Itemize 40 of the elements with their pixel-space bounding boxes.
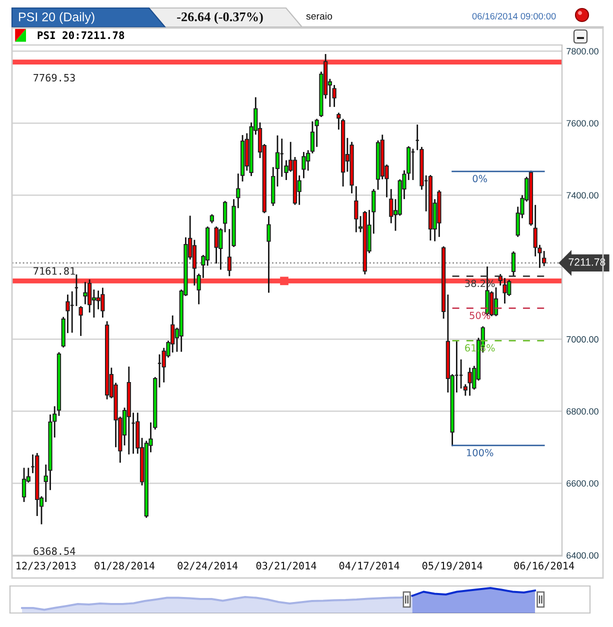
y-tick-label: 6800.00 [566, 408, 598, 415]
candlestick [266, 216, 271, 293]
legend-label: PSI 20:7211.78 [38, 31, 124, 40]
candlestick [222, 200, 228, 232]
y-tick-label: 7800.00 [566, 48, 598, 54]
y-tick-label: 7600.00 [566, 120, 598, 127]
candlestick [468, 368, 472, 396]
series-label: 100% [467, 448, 494, 456]
candlestick [511, 251, 516, 276]
x-tick-label: 01/28/2014 [94, 562, 155, 570]
annotation: 6368.54 [34, 547, 76, 555]
candlestick [354, 186, 358, 232]
candlestick [502, 278, 507, 304]
y-tick-label: 6600.00 [566, 480, 598, 487]
x-tick-label: 05/19/2014 [422, 562, 482, 570]
chart-subtitle: -26.64 (-0.37%) [177, 12, 263, 24]
candlestick [78, 306, 83, 336]
candlestick [218, 228, 223, 270]
x-tick-label: 02/24/2014 [178, 562, 238, 570]
x-tick-label: 06/16/2014 [514, 562, 574, 570]
text: 06/16/2014 09:00:00 [472, 12, 556, 20]
x-tick-label: 12/23/2013 [16, 562, 76, 570]
series-label: 0% [472, 174, 488, 182]
candlestick [96, 290, 100, 310]
chart-title: PSI 20 (Daily) [19, 12, 94, 24]
text: seraio [306, 12, 332, 20]
candlestick [83, 282, 88, 304]
y-tick-label: 7000.00 [566, 336, 598, 343]
candlestick [22, 468, 26, 502]
x-tick-label: 04/17/2014 [339, 562, 400, 570]
series-label: 50% [470, 312, 490, 320]
ref-line-label: 7161.81 [34, 267, 75, 275]
candlestick [389, 189, 394, 224]
y-tick-label: 6400.00 [566, 552, 598, 559]
series-label: 38.2% [465, 280, 495, 288]
x-tick-label: 03/21/2014 [256, 562, 316, 570]
ref-line-label: 7769.53 [34, 74, 75, 82]
y-tick-label: 7400.00 [566, 192, 598, 199]
candlestick [302, 152, 306, 178]
candlestick [100, 288, 105, 318]
